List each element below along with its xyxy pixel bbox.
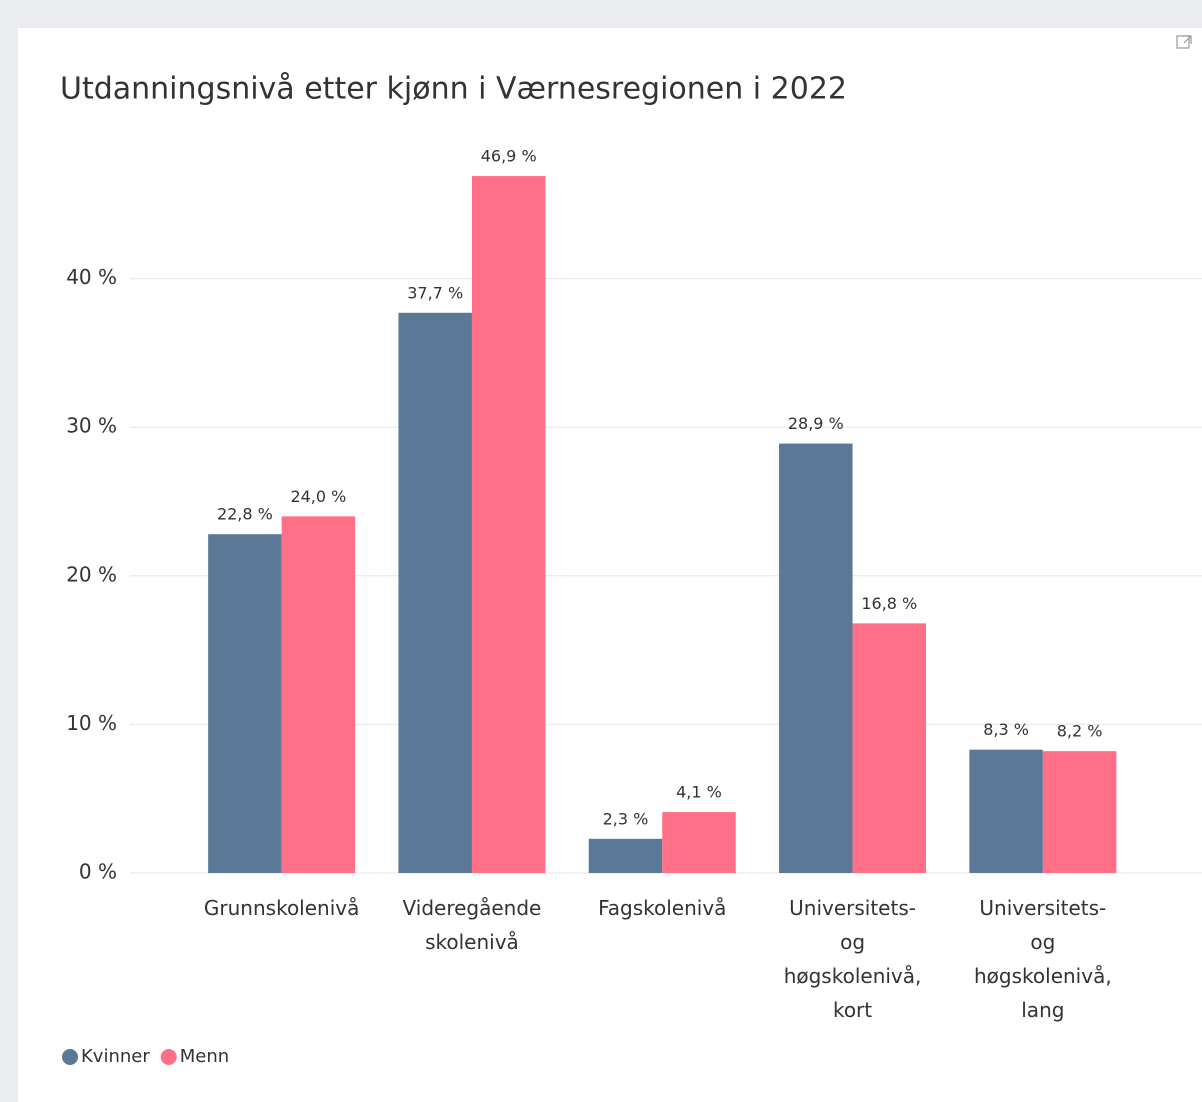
x-tick-label: Videregående skolenivå: [402, 896, 542, 954]
bar: [588, 838, 663, 873]
y-tick-label: 0 %: [79, 860, 117, 884]
legend-marker: [160, 1049, 177, 1065]
data-label: 16,8 %: [861, 594, 917, 613]
y-tick-label: 10 %: [66, 711, 117, 735]
bar: [662, 812, 736, 873]
data-label: 8,3 %: [983, 720, 1029, 739]
bar: [779, 443, 853, 873]
bar: [208, 534, 282, 873]
bar: [969, 749, 1043, 873]
data-label: 28,9 %: [788, 414, 844, 433]
data-label: 24,0 %: [290, 487, 346, 506]
data-label: 46,9 %: [481, 147, 537, 166]
legend-label: Kvinner: [81, 1046, 150, 1067]
y-tick-label: 30 %: [66, 414, 117, 438]
data-label: 8,2 %: [1057, 722, 1103, 741]
data-label: 2,3 %: [603, 809, 649, 828]
bar: [281, 516, 356, 873]
bar: [1042, 751, 1117, 873]
y-tick-label: 20 %: [66, 562, 117, 586]
expand-icon[interactable]: [1176, 35, 1192, 49]
y-tick-label: 40 %: [66, 265, 117, 289]
legend-label: Menn: [180, 1046, 229, 1067]
bar: [471, 176, 546, 874]
chart-title: Utdanningsnivå etter kjønn i Værnesregio…: [60, 72, 847, 107]
x-tick-label: Fagskolenivå: [598, 896, 727, 920]
data-label: 37,7 %: [407, 283, 463, 302]
x-tick-label: Grunnskolenivå: [203, 896, 360, 920]
x-tick-label: Universitets- og høgskolenivå, lang: [974, 896, 1112, 1022]
data-label: 4,1 %: [676, 783, 722, 802]
data-label: 22,8 %: [217, 505, 273, 524]
legend-marker: [62, 1049, 78, 1065]
x-tick-label: Universitets- og høgskolenivå, kort: [783, 896, 922, 1022]
bar: [852, 623, 927, 873]
bar: [398, 312, 472, 873]
